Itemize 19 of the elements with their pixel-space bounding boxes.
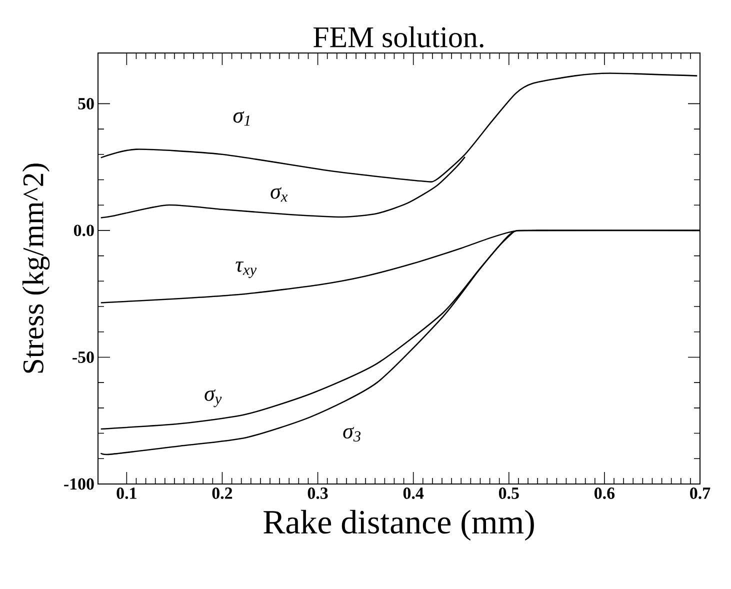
x-tick-label: 0.6 — [594, 488, 615, 499]
y-tick-label: 50 — [78, 98, 94, 110]
y-axis-title: Stress (kg/mm^2) — [22, 164, 50, 373]
y-tick-label: -100 — [64, 478, 94, 490]
chart-title: FEM solution. — [314, 26, 484, 48]
series-label: σ$_{3}$ — [343, 427, 361, 442]
x-tick-label: 0.5 — [498, 488, 519, 499]
x-tick-label: 0.7 — [690, 488, 710, 499]
series-label: σ$_{x}$ — [270, 187, 288, 202]
y-tick-label: -50 — [72, 352, 94, 363]
series-label: σ$_{1}$ — [233, 111, 250, 126]
x-axis-title: Rake distance (mm) — [264, 510, 534, 541]
x-tick-label: 0.1 — [116, 488, 136, 499]
x-tick-label: 0.4 — [403, 488, 424, 499]
x-tick-label: 0.3 — [308, 488, 328, 499]
series-label: τ$_{xy}$ — [236, 262, 257, 278]
series-label: σ$_{y}$ — [204, 389, 222, 408]
x-tick-label: 0.2 — [212, 488, 232, 499]
y-tick-label: 0.0 — [74, 224, 94, 236]
